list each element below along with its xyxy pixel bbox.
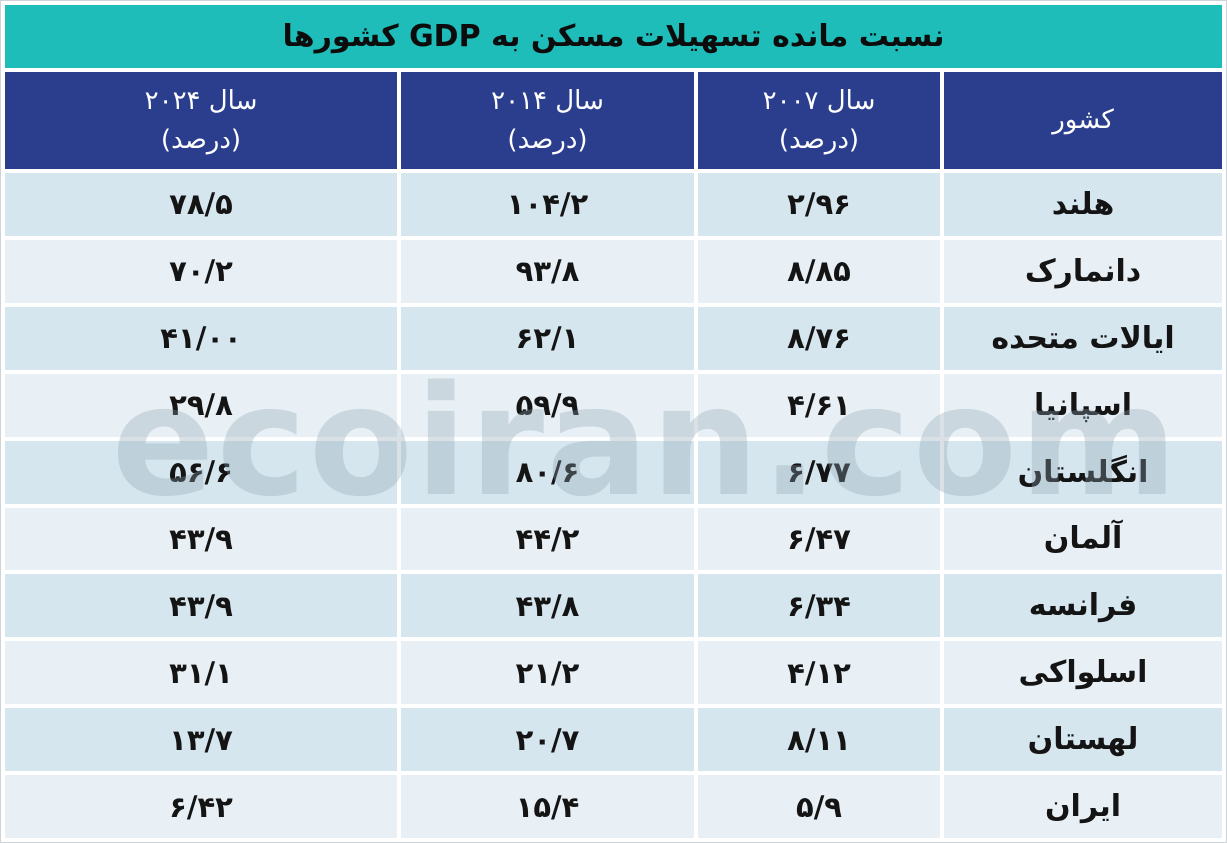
cell-2007: ۶/۳۴ — [698, 574, 940, 638]
page-title: نسبت مانده تسهیلات مسکن به GDP کشورها — [282, 19, 945, 54]
cell-2007: ۲/۹۶ — [698, 173, 940, 236]
cell-2014: ۸۰/۶ — [401, 440, 694, 504]
cell-2014: ۹۳/۸ — [401, 239, 694, 303]
cell-2024: ۵۶/۶ — [5, 440, 397, 504]
cell-2014: ۲۰/۷ — [401, 708, 694, 772]
cell-2007: ۴/۱۲ — [698, 641, 940, 705]
cell-2024: ۳۱/۱ — [5, 641, 397, 705]
cell-country: آلمان — [944, 507, 1222, 571]
header-2024-label: سال ۲۰۲۴ — [144, 85, 258, 116]
header-cell-country: کشور — [944, 72, 1222, 169]
cell-country: انگلستان — [944, 440, 1222, 504]
cell-2007: ۵/۹ — [698, 775, 940, 838]
header-2014-unit: (درصد) — [507, 124, 588, 155]
cell-2024: ۷۰/۲ — [5, 239, 397, 303]
cell-country: اسلواکی — [944, 641, 1222, 705]
cell-2024: ۴۳/۹ — [5, 574, 397, 638]
cell-2007: ۸/۱۱ — [698, 708, 940, 772]
cell-country: هلند — [944, 173, 1222, 236]
header-2024-unit: (درصد) — [160, 124, 242, 155]
cell-2014: ۴۳/۸ — [401, 574, 694, 638]
cell-country: اسپانیا — [944, 373, 1222, 437]
cell-2007: ۶/۴۷ — [698, 507, 940, 571]
cell-2014: ۵۹/۹ — [401, 373, 694, 437]
cell-2007: ۴/۶۱ — [698, 373, 940, 437]
cell-country: ایران — [944, 775, 1222, 838]
cell-2007: ۸/۷۶ — [698, 306, 940, 370]
cell-country: لهستان — [944, 708, 1222, 772]
cell-2024: ۴۱/۰۰ — [5, 306, 397, 370]
cell-country: فرانسه — [944, 574, 1222, 638]
header-2007-label: سال ۲۰۰۷ — [762, 85, 876, 116]
cell-2024: ۲۹/۸ — [5, 373, 397, 437]
cell-2024: ۴۳/۹ — [5, 507, 397, 571]
cell-2024: ۷۸/۵ — [5, 173, 397, 236]
cell-country: ایالات متحده — [944, 306, 1222, 370]
table-grid: نسبت مانده تسهیلات مسکن به GDP کشورها کش… — [5, 5, 1222, 838]
cell-2007: ۶/۷۷ — [698, 440, 940, 504]
header-cell-2024: سال ۲۰۲۴ (درصد) — [5, 72, 397, 169]
cell-2014: ۱۵/۴ — [401, 775, 694, 838]
cell-2024: ۶/۴۲ — [5, 775, 397, 838]
header-cell-2007: سال ۲۰۰۷ (درصد) — [698, 72, 940, 169]
cell-2007: ۸/۸۵ — [698, 239, 940, 303]
cell-2014: ۱۰۴/۲ — [401, 173, 694, 236]
header-country-label: کشور — [1052, 105, 1114, 135]
cell-2014: ۶۲/۱ — [401, 306, 694, 370]
header-2007-unit: (درصد) — [778, 124, 860, 155]
cell-country: دانمارک — [944, 239, 1222, 303]
header-cell-2014: سال ۲۰۱۴ (درصد) — [401, 72, 694, 169]
cell-2014: ۴۴/۲ — [401, 507, 694, 571]
cell-2024: ۱۳/۷ — [5, 708, 397, 772]
cell-2014: ۲۱/۲ — [401, 641, 694, 705]
title-bar: نسبت مانده تسهیلات مسکن به GDP کشورها — [5, 5, 1222, 68]
header-2014-label: سال ۲۰۱۴ — [491, 85, 604, 116]
